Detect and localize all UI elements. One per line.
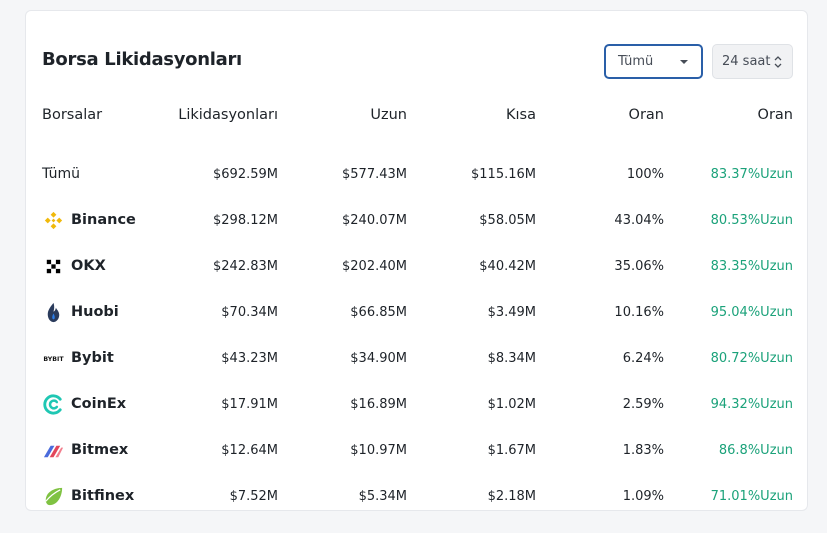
col-header-rate: Oran [628, 107, 664, 123]
liquidations-table: Borsalar Likidasyonları Uzun Kısa Oran O… [42, 107, 793, 519]
chevron-down-icon [680, 60, 688, 64]
exchange-name: OKX [71, 258, 106, 274]
long-value: $10.97M [350, 442, 407, 458]
exchange-name: Huobi [71, 304, 119, 320]
col-header-ratio: Oran [757, 107, 793, 123]
bitmex-icon [42, 439, 65, 462]
long-value: $240.07M [342, 212, 407, 228]
rate-value: 1.09% [622, 488, 664, 504]
liquidations-value: $242.83M [213, 258, 278, 274]
long-value: $202.40M [342, 258, 407, 274]
long-ratio-value: 80.53%Uzun [710, 212, 793, 228]
huobi-icon [42, 301, 65, 324]
long-value: $16.89M [350, 396, 407, 412]
long-ratio-value: 83.37%Uzun [710, 166, 793, 182]
liquidations-value: $692.59M [213, 166, 278, 182]
long-ratio-value: 80.72%Uzun [710, 350, 793, 366]
short-value: $1.02M [487, 396, 536, 412]
exchange-cell: Binance [42, 197, 152, 243]
timeframe-select[interactable]: 24 saat [712, 44, 793, 79]
long-ratio-value: 71.01%Uzun [710, 488, 793, 504]
bitfinex-icon [42, 485, 65, 508]
exchange-cell: Bitfinex [42, 473, 152, 519]
bybit-logo-text: BYBIT [43, 355, 64, 362]
exchange-name: Bitfinex [71, 488, 135, 504]
table-row: Bitfinex $7.52M $5.34M $2.18M 1.09% 71.0… [42, 473, 793, 519]
short-value: $40.42M [479, 258, 536, 274]
table-row: OKX $242.83M $202.40M $40.42M 35.06% 83.… [42, 243, 793, 289]
long-ratio-value: 86.8%Uzun [718, 442, 793, 458]
rate-value: 35.06% [614, 258, 664, 274]
coinex-icon [42, 393, 65, 416]
exchange-select[interactable]: Tümü [604, 44, 703, 79]
table-row: Bitmex $12.64M $10.97M $1.67M 1.83% 86.8… [42, 427, 793, 473]
col-header-short: Kısa [506, 107, 536, 123]
liquidations-value: $12.64M [221, 442, 278, 458]
okx-icon [42, 255, 65, 278]
table-row-total: Tümü $692.59M $577.43M $115.16M 100% 83.… [42, 151, 793, 197]
long-value: $34.90M [350, 350, 407, 366]
liquidations-value: $43.23M [221, 350, 278, 366]
liquidations-value: $17.91M [221, 396, 278, 412]
exchange-select-value: Tümü [618, 54, 654, 69]
liquidations-card: Borsa Likidasyonları Tümü 24 saat Borsal… [25, 10, 808, 511]
short-value: $1.67M [487, 442, 536, 458]
short-value: $8.34M [487, 350, 536, 366]
table-header: Borsalar Likidasyonları Uzun Kısa Oran O… [42, 107, 793, 151]
table-row: BYBIT Bybit $43.23M $34.90M $8.34M 6.24%… [42, 335, 793, 381]
long-value: $577.43M [342, 166, 407, 182]
exchange-cell: Huobi [42, 289, 152, 335]
card-title: Borsa Likidasyonları [42, 49, 242, 70]
col-header-exchanges: Borsalar [42, 107, 103, 123]
long-ratio-value: 95.04%Uzun [710, 304, 793, 320]
exchange-name: Binance [71, 212, 136, 228]
table-row: Binance $298.12M $240.07M $58.05M 43.04%… [42, 197, 793, 243]
exchange-cell: BYBIT Bybit [42, 335, 152, 381]
rate-value: 10.16% [614, 304, 664, 320]
timeframe-select-value: 24 saat [722, 54, 771, 69]
short-value: $2.18M [487, 488, 536, 504]
binance-icon [42, 209, 65, 232]
rate-value: 43.04% [614, 212, 664, 228]
exchange-cell: Bitmex [42, 427, 152, 473]
liquidations-value: $70.34M [221, 304, 278, 320]
exchange-name: Bybit [71, 350, 114, 366]
table-row: Huobi $70.34M $66.85M $3.49M 10.16% 95.0… [42, 289, 793, 335]
long-value: $66.85M [350, 304, 407, 320]
bybit-icon: BYBIT [42, 347, 65, 370]
long-ratio-value: 94.32%Uzun [710, 396, 793, 412]
short-value: $115.16M [471, 166, 536, 182]
liquidations-value: $298.12M [213, 212, 278, 228]
rate-value: 2.59% [622, 396, 664, 412]
rate-value: 100% [626, 166, 664, 182]
rate-value: 1.83% [622, 442, 664, 458]
short-value: $58.05M [479, 212, 536, 228]
table-row: CoinEx $17.91M $16.89M $1.02M 2.59% 94.3… [42, 381, 793, 427]
exchange-name: Tümü [42, 166, 81, 182]
exchange-name: CoinEx [71, 396, 127, 412]
liquidations-value: $7.52M [229, 488, 278, 504]
exchange-name: Bitmex [71, 442, 129, 458]
col-header-long: Uzun [370, 107, 407, 123]
long-value: $5.34M [358, 488, 407, 504]
short-value: $3.49M [487, 304, 536, 320]
exchange-cell: OKX [42, 243, 152, 289]
rate-value: 6.24% [622, 350, 664, 366]
exchange-cell: CoinEx [42, 381, 152, 427]
col-header-liquidations: Likidasyonları [178, 107, 278, 123]
long-ratio-value: 83.35%Uzun [710, 258, 793, 274]
up-down-chevron-icon [774, 56, 782, 68]
